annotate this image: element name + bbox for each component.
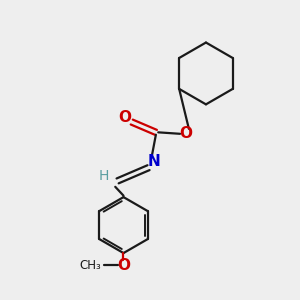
Text: O: O bbox=[179, 126, 192, 141]
Text: CH₃: CH₃ bbox=[80, 259, 101, 272]
Text: O: O bbox=[118, 110, 131, 124]
Text: N: N bbox=[147, 154, 160, 169]
Text: O: O bbox=[117, 258, 130, 273]
Text: H: H bbox=[98, 169, 109, 184]
